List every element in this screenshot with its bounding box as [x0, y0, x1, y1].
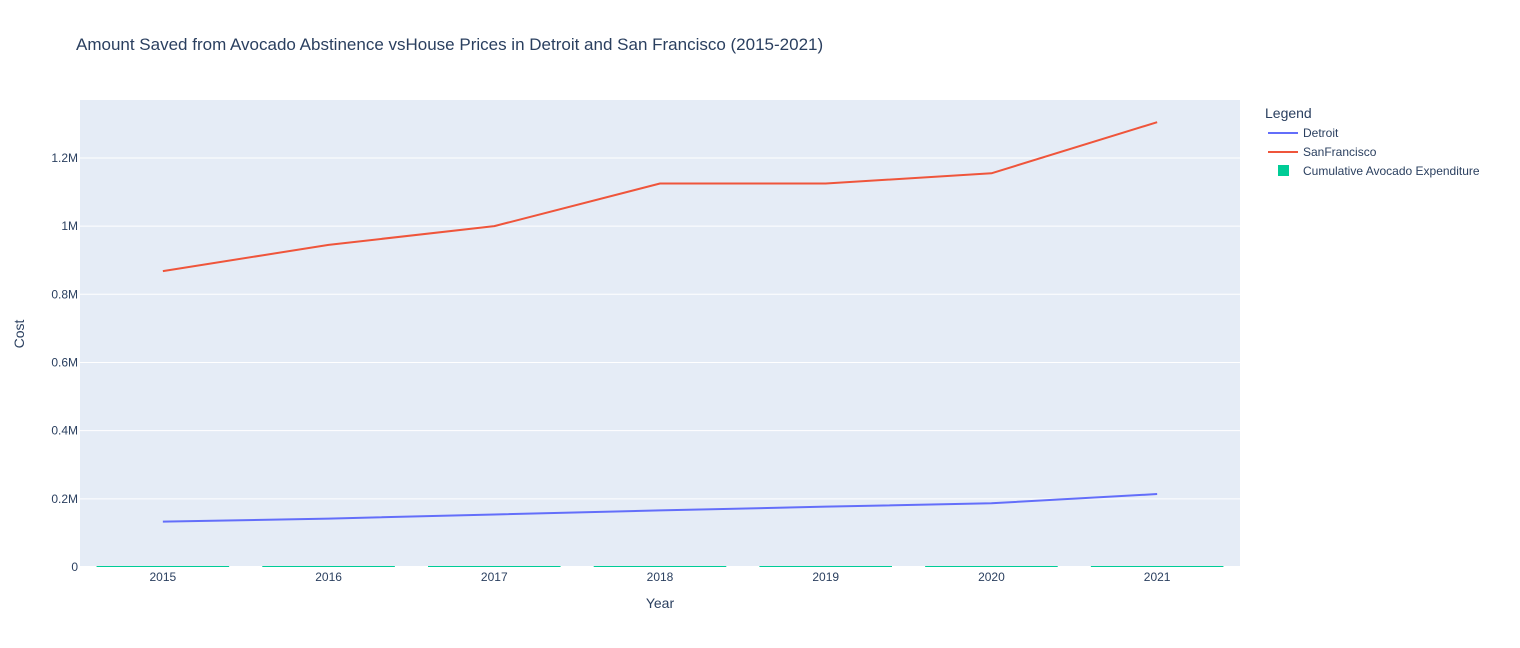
y-axis-ticks: 0 0.2M 0.4M 0.6M 0.8M 1M 1.2M [51, 151, 78, 574]
line-sanfrancisco [162, 121, 1158, 273]
x-tick-label: 2017 [481, 570, 508, 584]
line-detroit [162, 493, 1158, 523]
legend: Legend Detroit SanFrancisco Cumulative Avo… [1265, 105, 1480, 178]
x-axis-label: Year [646, 595, 675, 611]
line-series [162, 121, 1158, 523]
x-tick-label: 2021 [1144, 570, 1171, 584]
bar-2018 [593, 566, 727, 567]
legend-item-label[interactable]: SanFrancisco [1303, 145, 1377, 159]
bar-2016 [262, 566, 395, 567]
legend-swatch [1278, 165, 1289, 176]
y-tick-label: 0.4M [51, 424, 78, 438]
chart-title: Amount Saved from Avocado Abstinence vsH… [76, 35, 823, 54]
y-tick-label: 1.2M [51, 151, 78, 165]
bar-2015 [96, 566, 230, 567]
bar-2019 [759, 566, 892, 567]
bar-2020 [925, 566, 1058, 567]
bar-2021 [1090, 566, 1224, 567]
x-tick-label: 2020 [978, 570, 1005, 584]
x-axis-ticks: 2015 2016 2017 2018 2019 2020 2021 [150, 570, 1171, 584]
x-tick-label: 2015 [150, 570, 177, 584]
plot-area [80, 100, 1240, 567]
legend-title: Legend [1265, 105, 1312, 121]
y-tick-label: 0.8M [51, 287, 78, 301]
x-tick-label: 2016 [315, 570, 342, 584]
y-tick-label: 0.2M [51, 492, 78, 506]
x-tick-label: 2018 [647, 570, 674, 584]
bar-series [96, 566, 1224, 567]
y-tick-label: 0 [71, 560, 78, 574]
y-tick-label: 1M [61, 219, 78, 233]
bar-2017 [428, 566, 561, 567]
y-axis-label: Cost [11, 320, 27, 349]
legend-item-label[interactable]: Cumulative Avocado Expenditure [1303, 164, 1480, 178]
legend-item-label[interactable]: Detroit [1303, 126, 1339, 140]
y-tick-label: 0.6M [51, 355, 78, 369]
x-tick-label: 2019 [812, 570, 839, 584]
